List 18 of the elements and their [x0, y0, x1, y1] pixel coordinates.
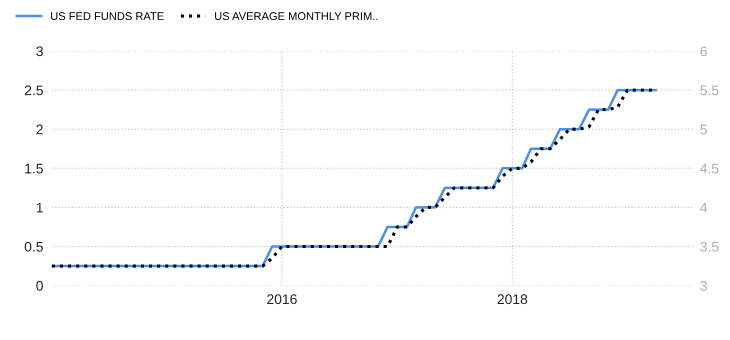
y2-tick-label: 5 [700, 124, 707, 134]
y-tick-label: 2.5 [24, 85, 43, 96]
legend-label: US FED FUNDS RATE [51, 12, 164, 20]
y2-tick-label: 3.5 [700, 242, 719, 252]
y-tick-label: 1 [36, 202, 43, 212]
y-tick-label: 2 [36, 124, 43, 134]
x-tick-label: 2018 [498, 294, 528, 304]
y-tick-label: 0 [36, 280, 43, 291]
y2-tick-label: 6 [700, 46, 707, 56]
y2-tick-label: 4 [700, 202, 708, 212]
y-tick-label: 3 [36, 46, 43, 56]
y-tick-label: 0.5 [24, 242, 43, 252]
x-tick-label: 2016 [267, 294, 297, 304]
y2-tick-label: 4.5 [700, 164, 719, 174]
legend-label: US AVERAGE MONTHLY PRIM.. [215, 12, 378, 20]
y-tick-label: 1.5 [25, 164, 43, 174]
y2-tick-label: 3 [700, 280, 707, 291]
y2-tick-label: 5.5 [700, 86, 719, 96]
